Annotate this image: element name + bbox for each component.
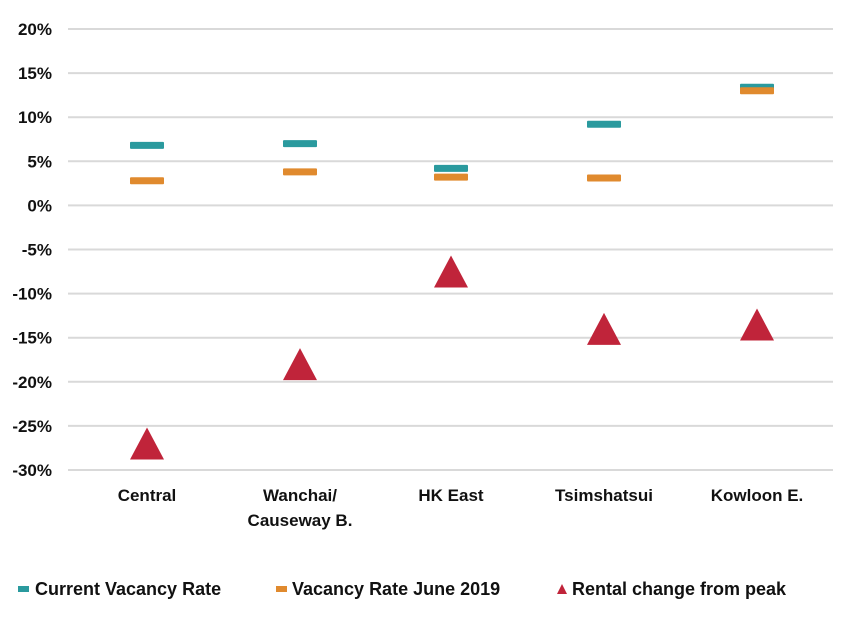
vacancy-dash-marker	[130, 141, 164, 149]
y-tick-label: -5%	[22, 241, 52, 260]
rental-change-triangle-marker	[740, 308, 774, 341]
x-category-label: Central	[118, 486, 177, 505]
vacancy-dash-marker	[283, 168, 317, 176]
x-category-label: HK East	[418, 486, 484, 505]
legend-triangle-icon	[557, 584, 567, 594]
vacancy-dash-marker	[130, 177, 164, 185]
y-tick-label: 5%	[27, 152, 52, 171]
vacancy-dash-marker	[587, 120, 621, 128]
rental-change-triangle-marker	[130, 427, 164, 460]
legend-dash-icon	[18, 586, 29, 592]
gridlines	[68, 28, 833, 471]
y-tick-label: -10%	[12, 285, 52, 304]
legend-dash-icon	[276, 586, 287, 592]
y-tick-label: -15%	[12, 329, 52, 348]
vacancy-dash-marker	[434, 173, 468, 181]
rental-change-triangle-marker	[587, 312, 621, 345]
data-marks	[130, 83, 774, 460]
y-tick-label: -25%	[12, 417, 52, 436]
legend-label: Vacancy Rate June 2019	[292, 579, 500, 599]
x-category-label: Causeway B.	[248, 511, 353, 530]
y-tick-label: 0%	[27, 196, 52, 215]
legend: Current Vacancy Rate Vacancy Rate June 20…	[18, 579, 787, 599]
vacancy-dash-marker	[283, 140, 317, 148]
rental-change-triangle-marker	[434, 255, 468, 288]
y-axis-ticks: 20% 15% 10% 5% 0% -5% -10% -15% -20% -25% -30%	[12, 20, 52, 480]
y-tick-label: 10%	[18, 108, 52, 127]
y-tick-label: -30%	[12, 461, 52, 480]
legend-label: Current Vacancy Rate	[35, 579, 221, 599]
x-category-label: Tsimshatsui	[555, 486, 653, 505]
x-category-label: Wanchai/	[263, 486, 337, 505]
x-axis-categories: Central Wanchai/Causeway B. HK East Tsimsha…	[118, 486, 804, 530]
y-tick-label: 20%	[18, 20, 52, 39]
vacancy-dash-marker	[740, 87, 774, 95]
rental-change-triangle-marker	[283, 348, 317, 381]
legend-label: Rental change from peak	[572, 579, 787, 599]
vacancy-dash-marker	[587, 174, 621, 182]
vacancy-dash-marker	[434, 164, 468, 172]
y-tick-label: -20%	[12, 373, 52, 392]
x-category-label: Kowloon E.	[711, 486, 804, 505]
y-tick-label: 15%	[18, 64, 52, 83]
